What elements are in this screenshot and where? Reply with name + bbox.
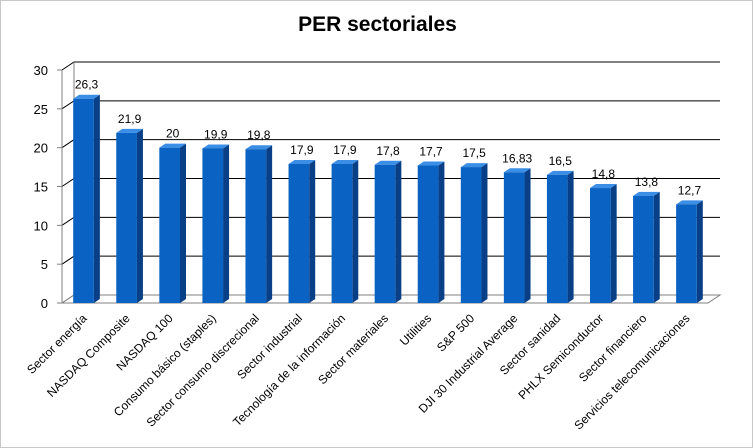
bar xyxy=(589,184,617,303)
bar-front xyxy=(374,164,396,303)
bar xyxy=(546,170,574,303)
data-label: 16,83 xyxy=(502,151,532,165)
bar-front xyxy=(503,172,525,303)
bar-side xyxy=(395,160,402,303)
bar-side xyxy=(309,159,316,303)
data-labels: 26,3 21,9 20 19,9 19,8 17,9 17,9 17,8 17,7 17,5 16… xyxy=(75,78,702,198)
bar-top xyxy=(202,144,230,149)
bar-top xyxy=(159,143,187,148)
bar xyxy=(288,159,316,303)
y-tick-label: 5 xyxy=(41,257,48,272)
x-tick-label: NASDAQ Composite xyxy=(44,311,133,400)
bar-top xyxy=(503,168,531,173)
bars xyxy=(73,94,703,303)
data-label: 13,8 xyxy=(635,175,659,189)
bar-side xyxy=(696,200,703,303)
y-tick-label: 30 xyxy=(34,63,48,78)
bar xyxy=(331,159,359,303)
chart-title: PER sectoriales xyxy=(298,13,457,36)
bar-top xyxy=(288,159,316,164)
y-tick-label: 0 xyxy=(41,296,48,311)
bar xyxy=(676,200,703,303)
bar-front xyxy=(417,165,439,303)
bar xyxy=(633,191,660,303)
bar xyxy=(202,144,230,303)
bar-top xyxy=(73,94,100,99)
bar-front xyxy=(676,204,697,303)
bar-top xyxy=(460,163,488,168)
bar-side xyxy=(223,144,230,303)
y-tick-label: 20 xyxy=(34,141,48,156)
y-tick-label: 10 xyxy=(34,218,48,233)
bar xyxy=(503,168,531,303)
x-tick-label: S&P 500 xyxy=(434,311,477,354)
bar xyxy=(417,161,445,303)
bar-side xyxy=(180,143,187,303)
bar-front xyxy=(589,188,611,303)
bar-top xyxy=(589,184,617,189)
bar xyxy=(374,160,402,303)
bar-side xyxy=(610,184,617,303)
bar xyxy=(159,143,187,303)
data-label: 26,3 xyxy=(75,78,99,92)
data-label: 19,9 xyxy=(204,127,228,141)
bar xyxy=(460,163,488,303)
y-tick-label: 25 xyxy=(34,102,48,117)
y-tick-labels: 0 5 10 15 20 25 30 xyxy=(34,63,48,311)
bar-top xyxy=(633,191,660,196)
bar-front xyxy=(159,147,181,303)
bar-top xyxy=(546,170,574,175)
bar-top xyxy=(245,145,273,150)
data-label: 14,8 xyxy=(592,167,616,181)
data-label: 17,5 xyxy=(462,146,486,160)
bar xyxy=(245,145,273,303)
data-label: 21,9 xyxy=(118,112,142,126)
bar xyxy=(116,128,143,303)
bar-side xyxy=(93,94,100,303)
bar-front xyxy=(546,174,568,303)
bar-top xyxy=(676,200,703,205)
bar-side xyxy=(653,191,660,303)
bar-side xyxy=(438,161,445,303)
bar-top xyxy=(417,161,445,166)
bar-top xyxy=(331,159,359,164)
bar-side xyxy=(266,145,273,303)
bar-front xyxy=(288,163,310,303)
bar-side xyxy=(352,159,359,303)
y-tick-label: 15 xyxy=(34,180,48,195)
data-label: 17,9 xyxy=(290,143,314,157)
data-label: 16,5 xyxy=(549,154,573,168)
bar-front xyxy=(73,98,94,303)
bar-front xyxy=(202,148,224,303)
bar-side xyxy=(136,128,143,303)
bar-side xyxy=(481,163,488,303)
data-label: 12,7 xyxy=(678,183,702,197)
bar-side xyxy=(524,168,531,303)
data-label: 20 xyxy=(166,127,180,141)
bar-front xyxy=(116,132,137,303)
bar-top xyxy=(116,128,143,133)
chart-floor xyxy=(60,294,722,304)
bar-top xyxy=(374,160,402,165)
bar xyxy=(73,94,100,303)
data-label: 17,7 xyxy=(419,145,443,159)
bar-front xyxy=(245,149,267,303)
bar-front xyxy=(331,163,353,303)
data-label: 17,9 xyxy=(333,143,357,157)
x-tick-label: Utilities xyxy=(397,311,434,348)
bar-front xyxy=(633,195,654,303)
data-label: 19,8 xyxy=(247,128,271,142)
data-label: 17,8 xyxy=(376,144,400,158)
gridline xyxy=(61,100,720,110)
bar-front xyxy=(460,167,482,303)
bar-side xyxy=(567,170,574,303)
gridline xyxy=(61,61,720,71)
